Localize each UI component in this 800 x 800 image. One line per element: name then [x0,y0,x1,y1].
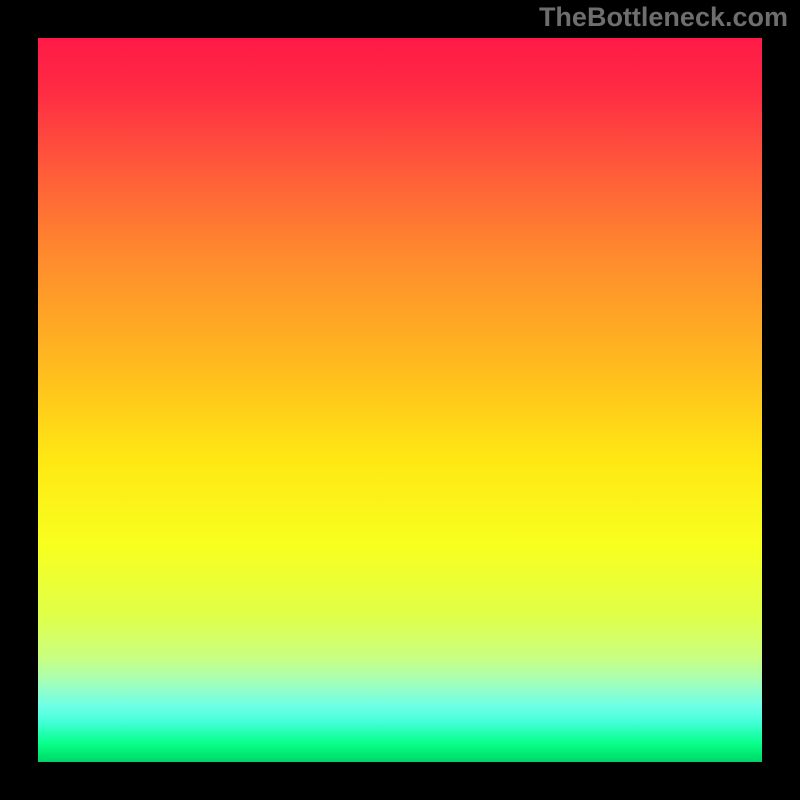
chart-canvas: TheBottleneck.com [0,0,800,800]
plot-background [38,38,762,762]
watermark-text: TheBottleneck.com [539,2,788,33]
